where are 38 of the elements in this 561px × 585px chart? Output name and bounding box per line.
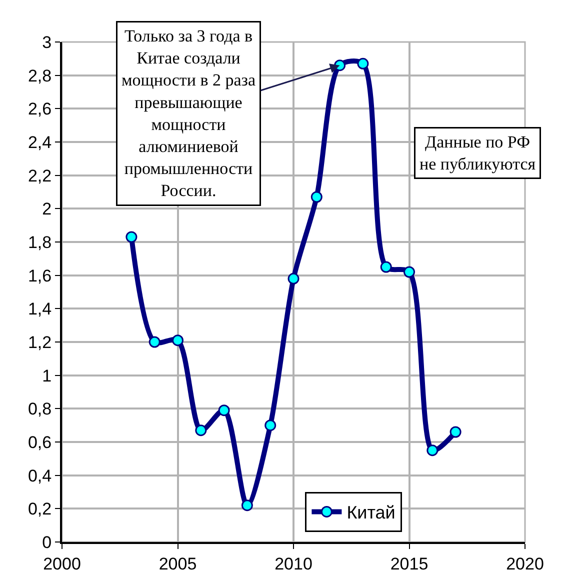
- x-tick-label: 2005: [158, 554, 197, 574]
- y-tick-label: 2,4: [28, 132, 52, 152]
- point: [126, 231, 138, 243]
- y-tick-label: 1,2: [28, 332, 52, 352]
- y-tick-label: 0,8: [28, 400, 52, 419]
- y-tick-label: 2,8: [28, 66, 52, 86]
- legend-label: Китай: [346, 502, 396, 523]
- point: [148, 336, 160, 348]
- point: [426, 444, 438, 456]
- y-tick-label: 0,4: [28, 466, 52, 486]
- point: [450, 426, 462, 438]
- y-tick-label: 3: [42, 32, 52, 52]
- point: [172, 334, 184, 346]
- point: [288, 272, 300, 284]
- point: [404, 266, 415, 278]
- y-tick-label: 2,2: [28, 166, 52, 186]
- point: [264, 420, 276, 432]
- y-tick-label: 0,6: [28, 432, 52, 452]
- x-tick-label: 2010: [274, 554, 312, 574]
- y-tick-label: 2: [42, 200, 52, 219]
- y-tick-label: 0,2: [28, 500, 52, 519]
- x-tick-label: 2015: [390, 554, 428, 574]
- y-tick-label: 1,6: [28, 266, 52, 286]
- y-tick-label: 1: [42, 366, 52, 386]
- y-tick-label: 2,6: [28, 100, 52, 119]
- point: [241, 500, 253, 512]
- point: [195, 424, 207, 436]
- point: [380, 261, 392, 273]
- y-tick-label: 1,8: [28, 232, 52, 252]
- point: [310, 191, 322, 203]
- x-tick-label: 2000: [43, 554, 81, 574]
- point: [357, 58, 369, 70]
- y-tick-label: 0: [42, 532, 52, 552]
- point: [218, 404, 230, 416]
- annotation: Данные по РФ не публикуются: [420, 132, 536, 174]
- x-tick-label: 2020: [506, 554, 544, 574]
- annotation: Только за 3 года в Китае создали мощности в 2 раза превышающие мощности алюминиевой промышленности России.: [122, 26, 256, 200]
- y-tick-label: 1,4: [28, 300, 52, 319]
